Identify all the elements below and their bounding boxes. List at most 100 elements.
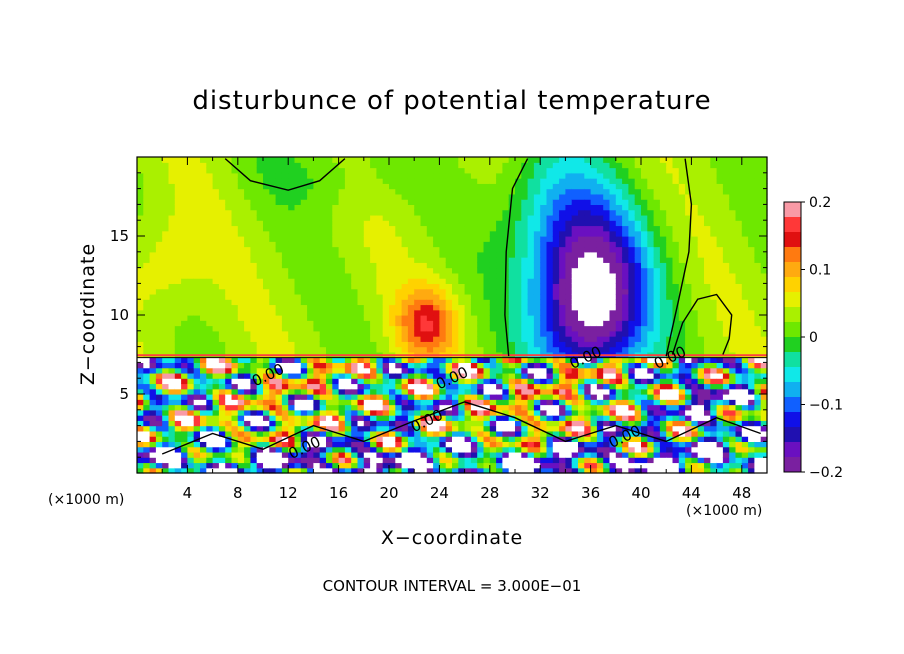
heatmap-cell bbox=[414, 388, 422, 395]
heatmap-cell bbox=[615, 330, 623, 337]
heatmap-cell bbox=[313, 236, 321, 242]
heatmap-cell bbox=[464, 425, 472, 432]
heatmap-cell bbox=[559, 409, 566, 416]
heatmap-cell bbox=[206, 457, 214, 464]
heatmap-cell bbox=[470, 262, 478, 269]
heatmap-cell bbox=[641, 220, 648, 227]
heatmap-cell bbox=[414, 283, 422, 290]
heatmap-cell bbox=[489, 357, 497, 363]
heatmap-cell bbox=[237, 451, 245, 458]
heatmap-cell bbox=[622, 183, 629, 190]
heatmap-cell bbox=[225, 451, 233, 458]
heatmap-cell bbox=[206, 399, 214, 406]
heatmap-cell bbox=[515, 378, 522, 385]
heatmap-cell bbox=[496, 225, 503, 232]
heatmap-cell bbox=[527, 241, 535, 248]
heatmap-cell bbox=[521, 309, 529, 316]
heatmap-cell bbox=[187, 230, 195, 237]
heatmap-cell bbox=[407, 236, 415, 242]
heatmap-cell bbox=[647, 209, 655, 216]
heatmap-cell bbox=[552, 415, 560, 421]
heatmap-cell bbox=[433, 199, 440, 205]
heatmap-cell bbox=[193, 388, 201, 395]
heatmap-cell bbox=[288, 188, 296, 195]
heatmap-cell bbox=[250, 257, 258, 263]
heatmap-cell bbox=[477, 462, 485, 469]
heatmap-cell bbox=[420, 157, 428, 163]
heatmap-cell bbox=[584, 451, 592, 458]
heatmap-cell bbox=[414, 394, 422, 400]
heatmap-cell bbox=[344, 315, 352, 321]
heatmap-cell bbox=[256, 409, 264, 416]
heatmap-cell bbox=[634, 288, 642, 295]
heatmap-cell bbox=[477, 304, 485, 311]
heatmap-cell bbox=[470, 404, 478, 411]
heatmap-cell bbox=[578, 420, 585, 427]
heatmap-cell bbox=[162, 188, 170, 195]
heatmap-cell bbox=[527, 236, 535, 242]
heatmap-cell bbox=[628, 457, 636, 464]
heatmap-cell bbox=[376, 336, 384, 342]
heatmap-cell bbox=[382, 415, 390, 421]
heatmap-cell bbox=[489, 320, 497, 327]
heatmap-cell bbox=[590, 430, 598, 437]
heatmap-cell bbox=[439, 241, 447, 248]
heatmap-cell bbox=[634, 372, 642, 379]
heatmap-cell bbox=[433, 425, 440, 432]
heatmap-cell bbox=[212, 425, 220, 432]
heatmap-cell bbox=[332, 346, 340, 353]
heatmap-cell bbox=[445, 372, 453, 379]
heatmap-cell bbox=[250, 293, 258, 300]
heatmap-cell bbox=[288, 378, 296, 385]
heatmap-cell bbox=[515, 225, 522, 232]
heatmap-cell bbox=[527, 441, 535, 448]
heatmap-cell bbox=[578, 436, 585, 442]
heatmap-cell bbox=[294, 183, 302, 190]
heatmap-cell bbox=[521, 304, 529, 311]
heatmap-cell bbox=[414, 341, 422, 348]
heatmap-cell bbox=[376, 230, 384, 237]
heatmap-cell bbox=[237, 288, 245, 295]
heatmap-cell bbox=[477, 346, 485, 353]
heatmap-cell bbox=[187, 341, 195, 348]
heatmap-cell bbox=[407, 420, 415, 427]
heatmap-cell bbox=[609, 436, 617, 442]
heatmap-cell bbox=[571, 220, 579, 227]
heatmap-cell bbox=[546, 446, 554, 453]
heatmap-cell bbox=[200, 209, 207, 216]
heatmap-cell bbox=[496, 288, 503, 295]
heatmap-cell bbox=[489, 436, 497, 442]
heatmap-cell bbox=[269, 299, 277, 306]
heatmap-cell bbox=[149, 446, 157, 453]
heatmap-cell bbox=[559, 293, 566, 300]
heatmap-cell bbox=[527, 257, 535, 263]
heatmap-cell bbox=[414, 272, 422, 279]
heatmap-cell bbox=[250, 272, 258, 279]
heatmap-cell bbox=[307, 367, 314, 374]
heatmap-cell bbox=[344, 457, 352, 464]
heatmap-cell bbox=[458, 467, 466, 474]
heatmap-cell bbox=[237, 214, 245, 221]
heatmap-cell bbox=[300, 267, 308, 274]
heatmap-cell bbox=[596, 267, 604, 274]
heatmap-cell bbox=[527, 462, 535, 469]
heatmap-cell bbox=[578, 230, 585, 237]
heatmap-cell bbox=[237, 383, 245, 390]
heatmap-cell bbox=[426, 225, 434, 232]
heatmap-cell bbox=[533, 415, 541, 421]
heatmap-cell bbox=[521, 293, 529, 300]
heatmap-cell bbox=[407, 462, 415, 469]
heatmap-cell bbox=[546, 451, 554, 458]
heatmap-cell bbox=[590, 288, 598, 295]
heatmap-cell bbox=[237, 204, 245, 211]
heatmap-cell bbox=[382, 330, 390, 337]
heatmap-cell bbox=[237, 336, 245, 342]
heatmap-cell bbox=[344, 467, 352, 474]
heatmap-cell bbox=[307, 436, 314, 442]
heatmap-cell bbox=[565, 178, 573, 184]
heatmap-cell bbox=[193, 446, 201, 453]
heatmap-cell bbox=[527, 288, 535, 295]
heatmap-cell bbox=[559, 230, 566, 237]
heatmap-cell bbox=[294, 336, 302, 342]
heatmap-cell bbox=[326, 188, 333, 195]
